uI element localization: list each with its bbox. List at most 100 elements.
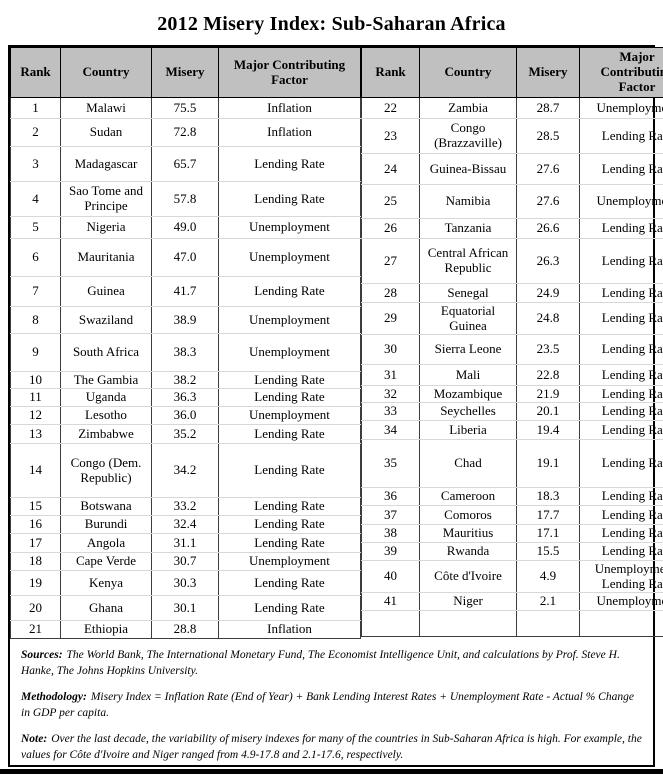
misery-cell: 30.1 xyxy=(151,595,219,621)
sources-note: Sources: The World Bank, The Internationa… xyxy=(21,648,642,679)
variability-note: Note: Over the last decade, the variabili… xyxy=(21,732,642,763)
rank-cell: 36 xyxy=(361,487,420,506)
table-row: 19 Kenya 30.3 Lending Rate xyxy=(10,570,361,596)
sources-text: The World Bank, The International Moneta… xyxy=(21,649,620,677)
country-cell: Liberia xyxy=(419,420,517,440)
factor-cell: Lending Rate xyxy=(579,487,663,506)
rank-cell: 41 xyxy=(361,592,420,611)
table-row: 18 Cape Verde 30.7 Unemployment xyxy=(10,552,361,571)
rank-cell: 10 xyxy=(10,371,61,389)
factor-cell: Lending Rate xyxy=(218,443,361,498)
rank-cell: 32 xyxy=(361,385,420,403)
factor-cell: Lending Rate xyxy=(579,302,663,335)
table-row: 27 Central African Republic 26.3 Lending Ra… xyxy=(361,238,663,284)
empty-cell xyxy=(579,610,663,637)
country-cell: Congo (Brazzaville) xyxy=(419,118,517,154)
misery-cell: 28.5 xyxy=(516,118,580,154)
country-cell: Rwanda xyxy=(419,542,517,561)
country-cell: Sudan xyxy=(60,118,152,147)
table-row: 10 The Gambia 38.2 Lending Rate xyxy=(10,371,361,389)
factor-cell: Lending Rate xyxy=(579,153,663,185)
factor-cell: Unemployment xyxy=(579,592,663,611)
factor-cell: Lending Rate xyxy=(579,439,663,488)
page-title: 2012 Misery Index: Sub-Saharan Africa xyxy=(157,13,506,35)
factor-cell: Lending Rate xyxy=(218,146,361,182)
table-row: 5 Nigeria 49.0 Unemployment xyxy=(10,216,361,239)
misery-cell: 19.1 xyxy=(516,439,580,488)
methodology-label: Methodology: xyxy=(21,691,87,704)
misery-cell: 47.0 xyxy=(151,238,219,277)
country-cell: Cameroon xyxy=(419,487,517,506)
factor-cell: Lending Rate xyxy=(579,334,663,365)
misery-cell: 4.9 xyxy=(516,560,580,593)
rank-cell: 34 xyxy=(361,420,420,440)
rank-cell: 1 xyxy=(10,97,61,119)
country-cell: Ethiopia xyxy=(60,620,152,639)
country-cell: Madagascar xyxy=(60,146,152,182)
misery-cell: 35.2 xyxy=(151,424,219,444)
rank-cell: 9 xyxy=(10,333,61,372)
header-row: Rank Country Misery Major Contributing F… xyxy=(361,47,663,98)
factor-cell: Unemployment xyxy=(218,406,361,425)
factor-cell: Lending Rate xyxy=(218,570,361,596)
country-cell: Sao Tome and Principe xyxy=(60,181,152,217)
rank-cell: 22 xyxy=(361,97,420,119)
rank-cell: 26 xyxy=(361,218,420,239)
rank-cell: 39 xyxy=(361,542,420,561)
factor-cell: Lending Rate xyxy=(218,371,361,389)
rank-cell: 21 xyxy=(10,620,61,639)
country-cell: Botswana xyxy=(60,497,152,516)
country-cell: Uganda xyxy=(60,388,152,407)
factor-cell: Lending Rate xyxy=(579,118,663,154)
table-row: 9 South Africa 38.3 Unemployment xyxy=(10,333,361,372)
factor-cell: Lending Rate xyxy=(579,420,663,440)
tables-container: Rank Country Misery Major Contributing F… xyxy=(10,47,663,639)
country-cell: Swaziland xyxy=(60,306,152,334)
column-header-rank: Rank xyxy=(10,47,61,98)
misery-cell: 21.9 xyxy=(516,385,580,403)
misery-cell: 24.9 xyxy=(516,283,580,303)
table-row: 1 Malawi 75.5 Inflation xyxy=(10,97,361,119)
factor-cell: Inflation xyxy=(218,118,361,147)
factor-cell: Inflation xyxy=(218,97,361,119)
misery-cell: 36.3 xyxy=(151,388,219,407)
country-cell: Comoros xyxy=(419,505,517,525)
country-cell: Guinea xyxy=(60,276,152,307)
country-cell: Cape Verde xyxy=(60,552,152,571)
rank-cell: 3 xyxy=(10,146,61,182)
misery-cell: 27.6 xyxy=(516,153,580,185)
misery-cell: 36.0 xyxy=(151,406,219,425)
country-cell: Lesotho xyxy=(60,406,152,425)
misery-cell: 23.5 xyxy=(516,334,580,365)
misery-table-right: Rank Country Misery Major Contributing F… xyxy=(361,47,663,637)
factor-cell: Lending Rate xyxy=(218,533,361,553)
country-cell: Chad xyxy=(419,439,517,488)
factor-cell: Lending Rate xyxy=(579,364,663,386)
country-cell: Tanzania xyxy=(419,218,517,239)
country-cell: Congo (Dem. Republic) xyxy=(60,443,152,498)
factor-cell: Lending Rate xyxy=(218,181,361,217)
factor-cell: Lending Rate xyxy=(579,283,663,303)
rank-cell: 7 xyxy=(10,276,61,307)
misery-cell: 34.2 xyxy=(151,443,219,498)
misery-cell: 20.1 xyxy=(516,402,580,421)
misery-cell: 38.2 xyxy=(151,371,219,389)
rank-cell: 30 xyxy=(361,334,420,365)
country-cell: Ghana xyxy=(60,595,152,621)
rank-cell: 14 xyxy=(10,443,61,498)
rank-cell: 38 xyxy=(361,524,420,543)
factor-cell: Lending Rate xyxy=(579,218,663,239)
country-cell: Malawi xyxy=(60,97,152,119)
column-header-country: Country xyxy=(419,47,517,98)
table-row: 4 Sao Tome and Principe 57.8 Lending Rate xyxy=(10,181,361,217)
rank-cell: 6 xyxy=(10,238,61,277)
